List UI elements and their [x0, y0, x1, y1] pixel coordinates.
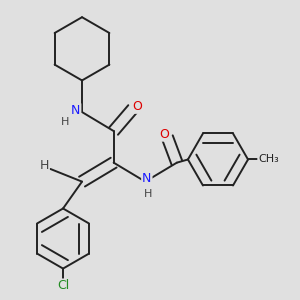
- Text: H: H: [60, 116, 69, 127]
- Text: H: H: [144, 189, 153, 199]
- Text: Cl: Cl: [57, 280, 69, 292]
- Text: N: N: [142, 172, 152, 185]
- Text: H: H: [39, 159, 49, 172]
- Text: CH₃: CH₃: [258, 154, 279, 164]
- Text: O: O: [132, 100, 142, 113]
- Text: N: N: [71, 104, 80, 117]
- Text: O: O: [159, 128, 169, 141]
